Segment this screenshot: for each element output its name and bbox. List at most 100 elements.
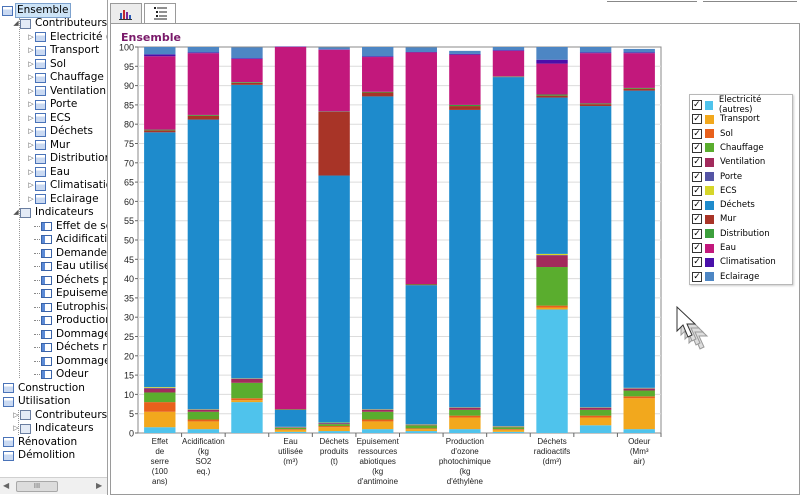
tab-list[interactable]: [144, 3, 176, 24]
scrollbar-thumb[interactable]: III: [16, 481, 58, 492]
tree-item[interactable]: ▷ Transport: [27, 44, 100, 57]
tree-item[interactable]: Construction: [3, 382, 86, 395]
tree-item[interactable]: ▷ Distribution: [27, 152, 107, 165]
tree-item[interactable]: ▷ Mur: [27, 139, 71, 152]
collapsed-arrow-icon[interactable]: ▷: [28, 73, 34, 81]
collapsed-arrow-icon[interactable]: ▷: [28, 46, 34, 54]
legend-item[interactable]: ✓ ECS: [692, 185, 737, 197]
series-checkbox[interactable]: ✓: [692, 128, 702, 139]
collapsed-arrow-icon[interactable]: ▷: [28, 113, 34, 122]
tree-item[interactable]: Déchets prod: [34, 273, 107, 287]
legend-swatch: [705, 272, 714, 282]
tree-item[interactable]: Eutrophisatio: [34, 301, 107, 314]
scroll-left-arrow-icon[interactable]: ◀: [3, 481, 10, 490]
series-checkbox[interactable]: ✓: [692, 171, 702, 182]
collapsed-arrow-icon[interactable]: ▷: [28, 59, 34, 68]
table-icon: [35, 140, 46, 150]
table-icon: [2, 5, 13, 16]
series-checkbox[interactable]: ✓: [692, 100, 702, 110]
tree-item[interactable]: Démolition: [3, 449, 76, 462]
tree-item[interactable]: Déchets radi: [34, 341, 107, 354]
tree-item[interactable]: ▷ Electricité (au: [27, 31, 107, 44]
indicator-icon: [41, 316, 52, 325]
legend-item[interactable]: ✓ Ventilation: [692, 156, 765, 168]
tree-connector: [34, 360, 40, 362]
legend-item[interactable]: ✓ Electricité (autres): [692, 95, 792, 115]
tree-item[interactable]: ▷ Chauffage: [27, 71, 105, 84]
tree-item[interactable]: Odeur: [34, 368, 89, 381]
tree-item[interactable]: ▷ Climatisation: [27, 179, 107, 192]
tree-item[interactable]: ◢ Contributeurs: [12, 17, 108, 30]
tree-guide-line: [18, 410, 19, 435]
legend-item[interactable]: ✓ Sol: [692, 128, 733, 140]
collapsed-arrow-icon[interactable]: ▷: [28, 154, 34, 162]
tab-chart[interactable]: [110, 3, 142, 23]
legend-item[interactable]: ✓ Eau: [692, 242, 736, 254]
tree-item[interactable]: Effet de serr: [34, 220, 107, 233]
collapsed-arrow-icon[interactable]: ▷: [13, 424, 19, 432]
collapsed-arrow-icon[interactable]: ▷: [28, 127, 34, 135]
tree-item[interactable]: ▷ ECS: [27, 112, 72, 125]
series-checkbox[interactable]: ✓: [692, 142, 702, 153]
tree-item[interactable]: ▷ Ventilation: [27, 85, 107, 98]
navigation-tree[interactable]: Ensemble ◀ III ▶ ◢ Contributeurs ▷ Electric…: [0, 0, 108, 495]
tree-item-label: ECS: [50, 111, 71, 124]
series-checkbox[interactable]: ✓: [692, 243, 702, 253]
tree-item[interactable]: Rénovation: [3, 436, 78, 449]
chart-title: Ensemble: [121, 31, 181, 44]
tree-guide-line: [19, 208, 20, 378]
legend-item[interactable]: ✓ Climatisation: [692, 256, 776, 268]
scroll-right-arrow-icon[interactable]: ▶: [96, 481, 103, 490]
tree-item[interactable]: Eau utilisée: [34, 260, 107, 273]
series-checkbox[interactable]: ✓: [692, 214, 702, 225]
tree-item-label: Contributeurs: [35, 17, 108, 29]
table-icon: [35, 86, 46, 96]
legend-item[interactable]: ✓ Chauffage: [692, 142, 764, 154]
legend-item[interactable]: ✓ Eclairage: [692, 271, 759, 283]
tree-connector: [34, 225, 40, 227]
tree-item[interactable]: Demande cu: [34, 247, 107, 260]
tree-item[interactable]: ▷ Sol: [27, 58, 67, 71]
collapsed-arrow-icon[interactable]: ▷: [28, 140, 34, 149]
tree-item-ensemble[interactable]: Ensemble: [2, 3, 71, 18]
collapsed-arrow-icon[interactable]: ▷: [28, 86, 34, 95]
legend-label: Electricité (autres): [718, 95, 762, 115]
collapsed-arrow-icon[interactable]: ▷: [28, 167, 34, 176]
series-checkbox[interactable]: ✓: [692, 257, 702, 268]
tree-item[interactable]: ▷ Déchets: [27, 125, 94, 138]
expanded-arrow-icon[interactable]: ◢: [13, 208, 19, 216]
tree-item[interactable]: Production d: [34, 314, 107, 327]
tree-item[interactable]: ▷ Contributeurs: [12, 409, 107, 422]
tree-item[interactable]: ▷ Eau: [27, 166, 71, 179]
series-checkbox[interactable]: ✓: [692, 185, 702, 196]
legend-item[interactable]: ✓ Déchets: [692, 199, 755, 211]
tree-item-label: Utilisation: [18, 395, 71, 407]
collapsed-arrow-icon[interactable]: ▷: [13, 410, 19, 419]
tree-item[interactable]: ▷ Eclairage: [27, 193, 100, 206]
tree-item[interactable]: Acidification: [34, 233, 107, 246]
tree-item-label: Déchets prod: [56, 273, 107, 286]
legend-item[interactable]: ✓ Mur: [692, 213, 736, 225]
legend-item[interactable]: ✓ Transport: [692, 113, 760, 125]
tree-horizontal-scrollbar[interactable]: ◀ III ▶: [0, 477, 107, 494]
tree-item[interactable]: Epuisement r: [34, 287, 107, 300]
tree-item[interactable]: ◢ Indicateurs: [12, 206, 95, 219]
collapsed-arrow-icon[interactable]: ▷: [28, 32, 34, 41]
series-checkbox[interactable]: ✓: [692, 157, 702, 168]
series-checkbox[interactable]: ✓: [692, 228, 702, 239]
series-checkbox[interactable]: ✓: [692, 200, 702, 211]
tree-item[interactable]: Dommage à l: [34, 328, 107, 341]
collapsed-arrow-icon[interactable]: ▷: [28, 194, 34, 203]
series-checkbox[interactable]: ✓: [692, 271, 702, 282]
tree-item[interactable]: ▷ Indicateurs: [12, 422, 95, 435]
collapsed-arrow-icon[interactable]: ▷: [28, 181, 34, 189]
tree-item[interactable]: Dommage à l: [34, 355, 107, 368]
expanded-arrow-icon[interactable]: ◢: [13, 19, 19, 27]
series-checkbox[interactable]: ✓: [692, 114, 702, 125]
tree-item[interactable]: ▷ Porte: [27, 98, 78, 111]
tree-item[interactable]: Utilisation: [3, 395, 72, 408]
legend-item[interactable]: ✓ Distribution: [692, 228, 770, 240]
legend-label: Porte: [720, 171, 743, 182]
collapsed-arrow-icon[interactable]: ▷: [28, 100, 34, 108]
legend-item[interactable]: ✓ Porte: [692, 171, 742, 183]
